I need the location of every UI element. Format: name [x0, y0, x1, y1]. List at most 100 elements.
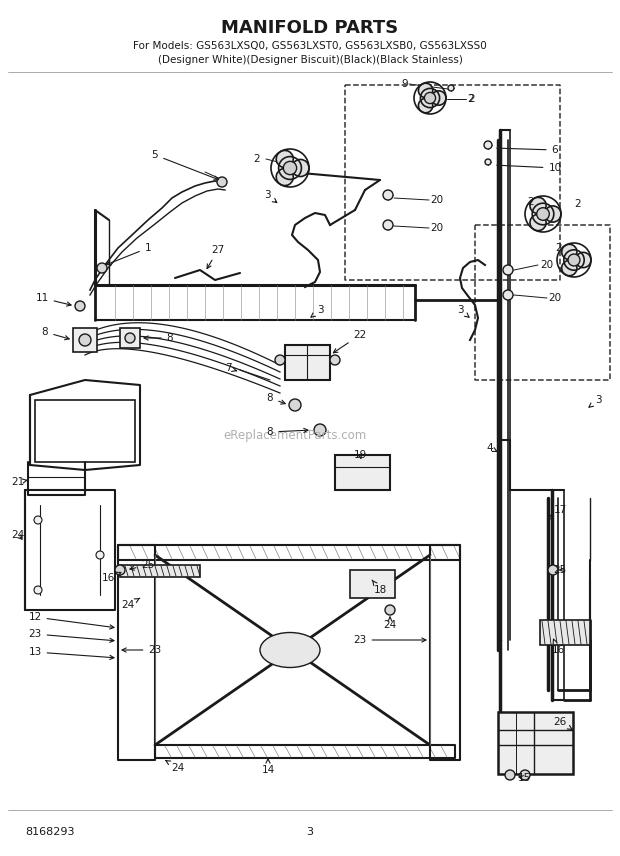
Ellipse shape	[418, 83, 433, 98]
Circle shape	[383, 190, 393, 200]
Text: 20: 20	[430, 195, 443, 205]
Text: 25: 25	[130, 560, 154, 570]
Circle shape	[503, 290, 513, 300]
Text: 2: 2	[467, 94, 474, 104]
Text: 24: 24	[11, 530, 25, 540]
Circle shape	[568, 254, 580, 266]
Text: 7: 7	[224, 363, 237, 373]
Text: MANIFOLD PARTS: MANIFOLD PARTS	[221, 19, 399, 37]
Circle shape	[385, 605, 395, 615]
Text: 2: 2	[574, 199, 580, 209]
Text: 6: 6	[497, 145, 559, 155]
Text: 20: 20	[540, 260, 553, 270]
Text: 5: 5	[152, 150, 218, 180]
Circle shape	[425, 92, 436, 104]
Text: 16: 16	[551, 639, 565, 655]
Text: 27: 27	[207, 245, 224, 269]
Text: 20: 20	[548, 293, 561, 303]
Text: 3: 3	[457, 305, 469, 318]
Circle shape	[275, 355, 285, 365]
Circle shape	[34, 516, 42, 524]
Text: 8168293: 8168293	[25, 827, 74, 837]
Text: 15: 15	[517, 773, 531, 783]
Bar	[540, 620, 590, 645]
Circle shape	[548, 565, 558, 575]
Bar	[35, 400, 135, 462]
Bar	[120, 328, 140, 348]
Ellipse shape	[260, 633, 320, 668]
Text: 13: 13	[29, 647, 114, 659]
Text: 23: 23	[29, 629, 114, 642]
Ellipse shape	[418, 98, 433, 113]
Circle shape	[97, 263, 107, 273]
Circle shape	[96, 551, 104, 559]
Text: 2: 2	[527, 197, 534, 207]
Ellipse shape	[545, 206, 561, 222]
Circle shape	[485, 159, 491, 165]
Circle shape	[520, 770, 530, 780]
Circle shape	[484, 141, 492, 149]
Circle shape	[289, 399, 301, 411]
Ellipse shape	[292, 159, 309, 176]
Text: 23: 23	[353, 635, 426, 645]
Circle shape	[448, 85, 454, 91]
Text: 8: 8	[144, 333, 174, 343]
Ellipse shape	[277, 151, 293, 168]
Circle shape	[330, 355, 340, 365]
Ellipse shape	[432, 91, 446, 105]
Circle shape	[125, 333, 135, 343]
Text: 8: 8	[267, 393, 285, 404]
Text: 3: 3	[311, 305, 323, 318]
Bar	[73, 328, 97, 352]
Text: 8: 8	[42, 327, 69, 340]
Text: 26: 26	[554, 717, 572, 729]
Text: 3: 3	[589, 395, 601, 407]
Text: 21: 21	[11, 477, 27, 487]
Text: 11: 11	[35, 293, 71, 306]
Ellipse shape	[576, 253, 591, 268]
Text: For Models: GS563LXSQ0, GS563LXST0, GS563LXSB0, GS563LXSS0: For Models: GS563LXSQ0, GS563LXST0, GS56…	[133, 41, 487, 51]
Bar	[120, 565, 200, 577]
Circle shape	[217, 177, 227, 187]
Circle shape	[115, 565, 125, 575]
Text: 23: 23	[122, 645, 162, 655]
Bar	[498, 712, 573, 774]
Text: 24: 24	[166, 760, 185, 773]
Ellipse shape	[562, 244, 577, 259]
Text: 24: 24	[383, 617, 397, 630]
Text: 12: 12	[29, 612, 114, 629]
Circle shape	[537, 208, 549, 220]
Text: 22: 22	[334, 330, 366, 353]
Circle shape	[283, 161, 296, 175]
Circle shape	[503, 265, 513, 275]
Text: 2: 2	[468, 94, 475, 104]
Ellipse shape	[530, 215, 546, 230]
Circle shape	[75, 301, 85, 311]
Text: 2: 2	[253, 154, 260, 164]
Circle shape	[383, 220, 393, 230]
Text: 4: 4	[487, 443, 497, 453]
Circle shape	[505, 770, 515, 780]
Text: 24: 24	[122, 598, 140, 610]
Text: 9: 9	[401, 79, 408, 89]
Text: 14: 14	[262, 759, 275, 775]
Text: 25: 25	[554, 565, 567, 575]
Text: 16: 16	[102, 572, 121, 583]
Text: 18: 18	[372, 580, 387, 595]
Text: 1: 1	[107, 243, 151, 265]
Circle shape	[34, 586, 42, 594]
Circle shape	[314, 424, 326, 436]
Text: (Designer White)(Designer Biscuit)(Black)(Black Stainless): (Designer White)(Designer Biscuit)(Black…	[157, 55, 463, 65]
Ellipse shape	[562, 260, 577, 276]
Text: 17: 17	[549, 505, 567, 520]
Ellipse shape	[530, 198, 546, 213]
Circle shape	[79, 334, 91, 346]
Text: 19: 19	[353, 450, 366, 460]
Text: 3: 3	[306, 827, 314, 837]
Text: eReplacementParts.com: eReplacementParts.com	[223, 429, 366, 442]
Bar	[350, 570, 395, 598]
Ellipse shape	[277, 169, 293, 186]
Bar	[285, 345, 330, 380]
Text: 20: 20	[430, 223, 443, 233]
Text: 10: 10	[497, 163, 562, 173]
